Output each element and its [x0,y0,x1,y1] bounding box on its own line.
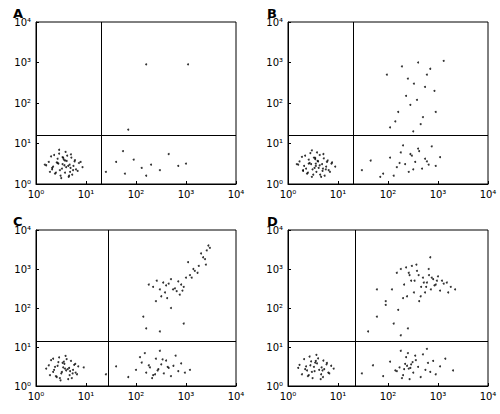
svg-text:C: C [13,214,23,229]
svg-text:10¹: 10¹ [330,391,347,402]
svg-text:10⁴: 10⁴ [266,16,283,28]
svg-text:10⁴: 10⁴ [266,224,283,236]
svg-text:10⁰: 10⁰ [14,178,31,190]
svg-text:10¹: 10¹ [14,342,31,353]
svg-text:10²: 10² [380,391,397,402]
svg-text:10⁴: 10⁴ [228,391,245,402]
svg-text:10²: 10² [128,189,145,200]
svg-text:10⁴: 10⁴ [480,391,497,402]
svg-text:10³: 10³ [14,57,31,68]
svg-text:10¹: 10¹ [266,342,283,353]
svg-text:10⁰: 10⁰ [28,391,45,402]
svg-text:10²: 10² [128,391,145,402]
svg-text:B: B [267,6,277,21]
svg-text:10³: 10³ [14,264,31,275]
svg-text:10³: 10³ [430,391,447,402]
svg-text:10⁴: 10⁴ [14,16,31,28]
svg-text:10⁰: 10⁰ [266,380,283,392]
svg-text:10³: 10³ [178,189,195,200]
svg-text:10²: 10² [14,303,31,314]
svg-text:10⁰: 10⁰ [14,380,31,392]
svg-text:10⁴: 10⁴ [228,189,245,200]
svg-text:10¹: 10¹ [266,138,283,149]
svg-text:10⁴: 10⁴ [480,189,497,200]
svg-text:10⁰: 10⁰ [266,178,283,190]
svg-text:10³: 10³ [266,264,283,275]
svg-text:10²: 10² [380,189,397,200]
svg-text:10²: 10² [14,98,31,109]
svg-text:10⁰: 10⁰ [28,189,45,200]
svg-text:10¹: 10¹ [330,189,347,200]
svg-text:10²: 10² [266,98,283,109]
svg-text:D: D [267,214,278,229]
svg-text:10⁰: 10⁰ [280,189,297,200]
svg-text:10¹: 10¹ [78,189,95,200]
svg-text:10²: 10² [266,303,283,314]
svg-text:10⁰: 10⁰ [280,391,297,402]
svg-text:A: A [13,6,23,21]
svg-text:10³: 10³ [178,391,195,402]
svg-text:10⁴: 10⁴ [14,224,31,236]
svg-text:10¹: 10¹ [78,391,95,402]
svg-text:10³: 10³ [266,57,283,68]
svg-text:10³: 10³ [430,189,447,200]
svg-text:10¹: 10¹ [14,138,31,149]
